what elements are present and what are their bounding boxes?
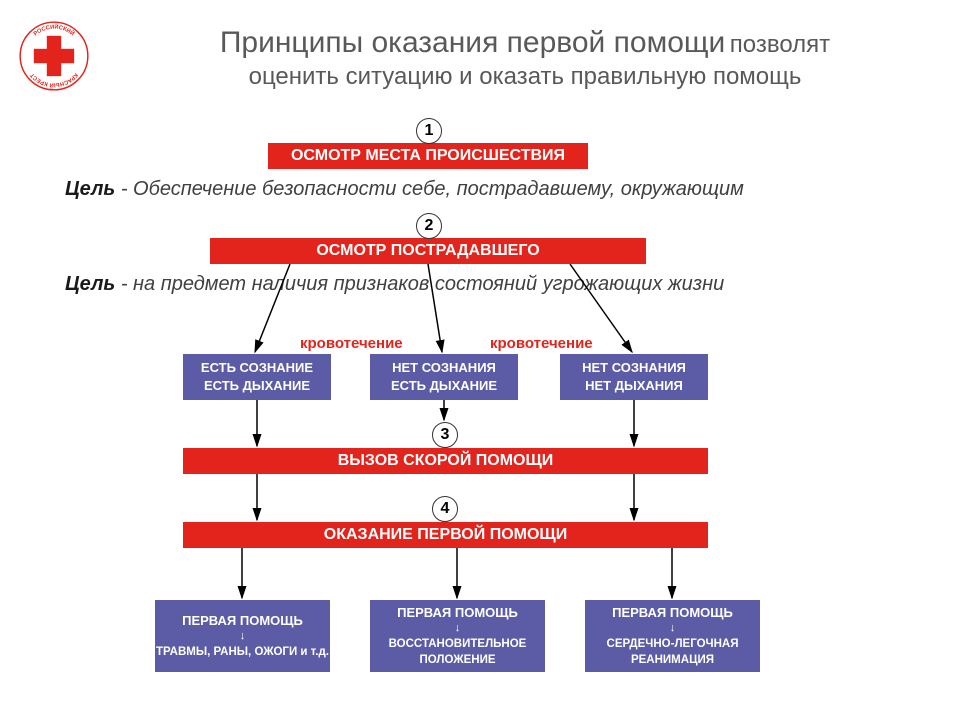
step1-bar: ОСМОТР МЕСТА ПРОИСШЕСТВИЯ [268, 143, 588, 169]
aid-box-a: ПЕРВАЯ ПОМОЩЬ ↓ ТРАВМЫ, РАНЫ, ОЖОГИ и т.… [155, 600, 330, 672]
cond-b-line2: ЕСТЬ ДЫХАНИЕ [391, 377, 497, 395]
aid-b-sub: ВОССТАНОВИТЕЛЬНОЕ ПОЛОЖЕНИЕ [370, 636, 545, 668]
step-badge-3: 3 [432, 422, 458, 448]
step-badge-4: 4 [432, 496, 458, 522]
aid-arrow-icon: ↓ [455, 623, 461, 634]
bleeding-label-left: кровотечение [300, 335, 403, 352]
aid-a-sub: ТРАВМЫ, РАНЫ, ОЖОГИ и т.д. [156, 644, 329, 660]
cond-b-line1: НЕТ СОЗНАНИЯ [392, 359, 496, 377]
title-main: Принципы оказания первой помощи [220, 26, 726, 59]
aid-arrow-icon: ↓ [670, 623, 676, 634]
aid-title: ПЕРВАЯ ПОМОЩЬ [397, 604, 518, 622]
aid-arrow-icon: ↓ [240, 631, 246, 642]
step3-bar: ВЫЗОВ СКОРОЙ ПОМОЩИ [183, 448, 708, 474]
aid-box-b: ПЕРВАЯ ПОМОЩЬ ↓ ВОССТАНОВИТЕЛЬНОЕ ПОЛОЖЕ… [370, 600, 545, 672]
red-cross-logo: РОССИЙСКИЙ КРАСНЫЙ КРЕСТ [18, 20, 90, 92]
page-title: Принципы оказания первой помощи позволят… [120, 24, 930, 92]
cond-a-line1: ЕСТЬ СОЗНАНИЕ [201, 359, 313, 377]
cond-box-b: НЕТ СОЗНАНИЯ ЕСТЬ ДЫХАНИЕ [370, 354, 518, 400]
cond-c-line1: НЕТ СОЗНАНИЯ [582, 359, 686, 377]
goal-prefix: Цель [65, 273, 115, 295]
cond-box-c: НЕТ СОЗНАНИЯ НЕТ ДЫХАНИЯ [560, 354, 708, 400]
cond-a-line2: ЕСТЬ ДЫХАНИЕ [204, 377, 310, 395]
title-sub2: оценить ситуацию и оказать правильную по… [249, 63, 802, 90]
goal-body: - Обеспечение безопасности себе, пострад… [115, 178, 744, 200]
step-badge-1: 1 [416, 118, 442, 144]
cond-c-line2: НЕТ ДЫХАНИЯ [585, 377, 683, 395]
title-sub1: позволят [730, 31, 830, 58]
goal-prefix: Цель [65, 178, 115, 200]
step1-goal: Цель - Обеспечение безопасности себе, по… [65, 178, 744, 201]
step-badge-2: 2 [416, 213, 442, 239]
step4-bar: ОКАЗАНИЕ ПЕРВОЙ ПОМОЩИ [183, 522, 708, 548]
aid-c-sub: СЕРДЕЧНО-ЛЕГОЧНАЯ РЕАНИМАЦИЯ [585, 636, 760, 668]
step2-goal: Цель - на предмет наличия признаков сост… [65, 273, 724, 296]
step2-bar: ОСМОТР ПОСТРАДАВШЕГО [210, 238, 646, 264]
bleeding-label-right: кровотечение [490, 335, 593, 352]
aid-title: ПЕРВАЯ ПОМОЩЬ [182, 612, 303, 630]
aid-box-c: ПЕРВАЯ ПОМОЩЬ ↓ СЕРДЕЧНО-ЛЕГОЧНАЯ РЕАНИМ… [585, 600, 760, 672]
goal-body: - на предмет наличия признаков состояний… [115, 273, 724, 295]
aid-title: ПЕРВАЯ ПОМОЩЬ [612, 604, 733, 622]
cond-box-a: ЕСТЬ СОЗНАНИЕ ЕСТЬ ДЫХАНИЕ [183, 354, 331, 400]
